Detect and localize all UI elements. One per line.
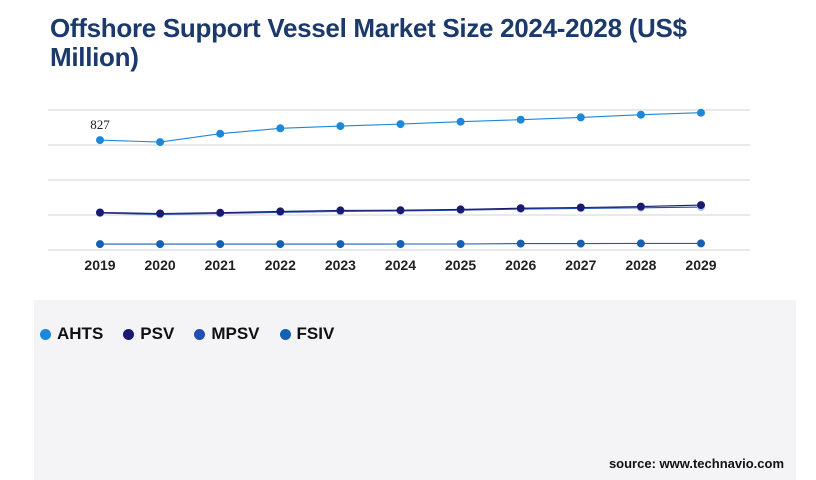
data-point-ahts (576, 113, 585, 122)
data-point-ahts (396, 120, 405, 129)
series-layer (96, 108, 705, 249)
x-tick-label: 2026 (505, 257, 536, 273)
x-axis-ticks: 2019 2020 2021 2022 2023 2024 2025 2026 2027 2028… (84, 257, 716, 273)
data-point-psv (456, 205, 465, 214)
data-point-psv (396, 206, 405, 215)
x-tick-label: 2021 (205, 257, 236, 273)
series-psv (96, 201, 705, 218)
legend-label: FSIV (296, 324, 335, 343)
x-tick-label: 2024 (385, 257, 416, 273)
legend-label: MPSV (211, 324, 260, 343)
legend-marker (40, 328, 51, 340)
data-point-fsiv (576, 239, 585, 248)
legend-item-fsiv: FSIV (279, 324, 335, 344)
x-tick-label: 2023 (325, 257, 356, 273)
data-point-psv (576, 203, 585, 212)
data-point-psv (336, 206, 345, 215)
gridlines (48, 109, 750, 251)
data-labels: 827 (90, 117, 110, 132)
data-point-psv (216, 208, 225, 217)
data-point-psv (156, 209, 165, 218)
legend-marker (123, 328, 135, 340)
x-tick-label: 2019 (84, 257, 115, 273)
data-point-ahts (456, 117, 465, 126)
data-point-ahts (276, 124, 285, 133)
legend-item-ahts: AHTS (40, 324, 103, 344)
legend-item-psv: PSV (123, 324, 174, 344)
series-fsiv (96, 239, 705, 249)
data-point-fsiv (336, 240, 345, 249)
legend: AHTS PSV MPSV FSIV (40, 322, 334, 346)
data-point-fsiv (636, 239, 645, 248)
data-point-ahts (96, 136, 104, 145)
legend-marker (194, 328, 206, 340)
data-point-psv (96, 208, 104, 217)
bottom-panel (34, 300, 796, 480)
line-chart: 2019 2020 2021 2022 2023 2024 2025 2026 2027 2028… (48, 108, 750, 273)
series-ahts (96, 108, 705, 147)
data-point-ahts (336, 122, 345, 131)
chart-title: Offshore Support Vessel Market Size 2024… (50, 13, 687, 72)
x-tick-label: 2025 (445, 257, 476, 273)
x-tick-label: 2027 (565, 257, 596, 273)
data-label: 827 (90, 117, 110, 132)
data-point-fsiv (456, 240, 465, 248)
legend-marker (279, 328, 291, 340)
data-point-ahts (636, 110, 645, 119)
data-point-ahts (516, 115, 525, 124)
data-point-fsiv (697, 239, 705, 248)
data-point-fsiv (156, 240, 165, 249)
data-point-psv (697, 201, 705, 210)
legend-label: PSV (140, 324, 175, 343)
data-point-psv (276, 207, 285, 216)
x-tick-label: 2022 (265, 257, 296, 273)
x-tick-label: 2028 (625, 257, 656, 273)
data-point-psv (636, 202, 645, 211)
data-point-fsiv (216, 240, 225, 249)
x-tick-label: 2020 (145, 257, 176, 273)
data-point-ahts (697, 108, 705, 117)
data-point-fsiv (96, 240, 104, 249)
legend-item-mpsv: MPSV (194, 324, 260, 344)
x-tick-label: 2029 (685, 257, 716, 273)
data-point-fsiv (516, 239, 525, 248)
legend-label: AHTS (57, 324, 104, 343)
source-note: source: www.technavio.com (608, 456, 784, 471)
data-point-ahts (216, 129, 225, 138)
data-point-fsiv (396, 240, 405, 248)
data-point-fsiv (276, 240, 285, 249)
data-point-psv (516, 204, 525, 213)
data-point-ahts (156, 138, 165, 147)
